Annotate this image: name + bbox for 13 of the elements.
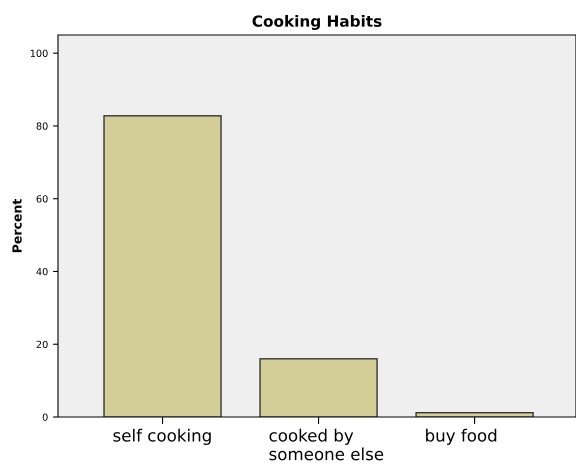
y-tick-label: 100 (30, 50, 48, 58)
chart-title: Cooking Habits (252, 15, 382, 30)
y-tick-label: 80 (36, 122, 48, 130)
y-tick-label: 0 (42, 413, 48, 421)
y-tick-label: 40 (36, 268, 48, 276)
bar (103, 115, 222, 417)
y-axis-title: Percent (12, 199, 22, 252)
x-tick-label: buy food (426, 428, 496, 445)
y-tick-label: 20 (36, 340, 48, 348)
x-tick-label: self cooking (113, 428, 211, 445)
x-tick-label: cooked by someone else (269, 428, 384, 460)
y-tick-label: 60 (36, 195, 48, 203)
bar (259, 358, 378, 417)
